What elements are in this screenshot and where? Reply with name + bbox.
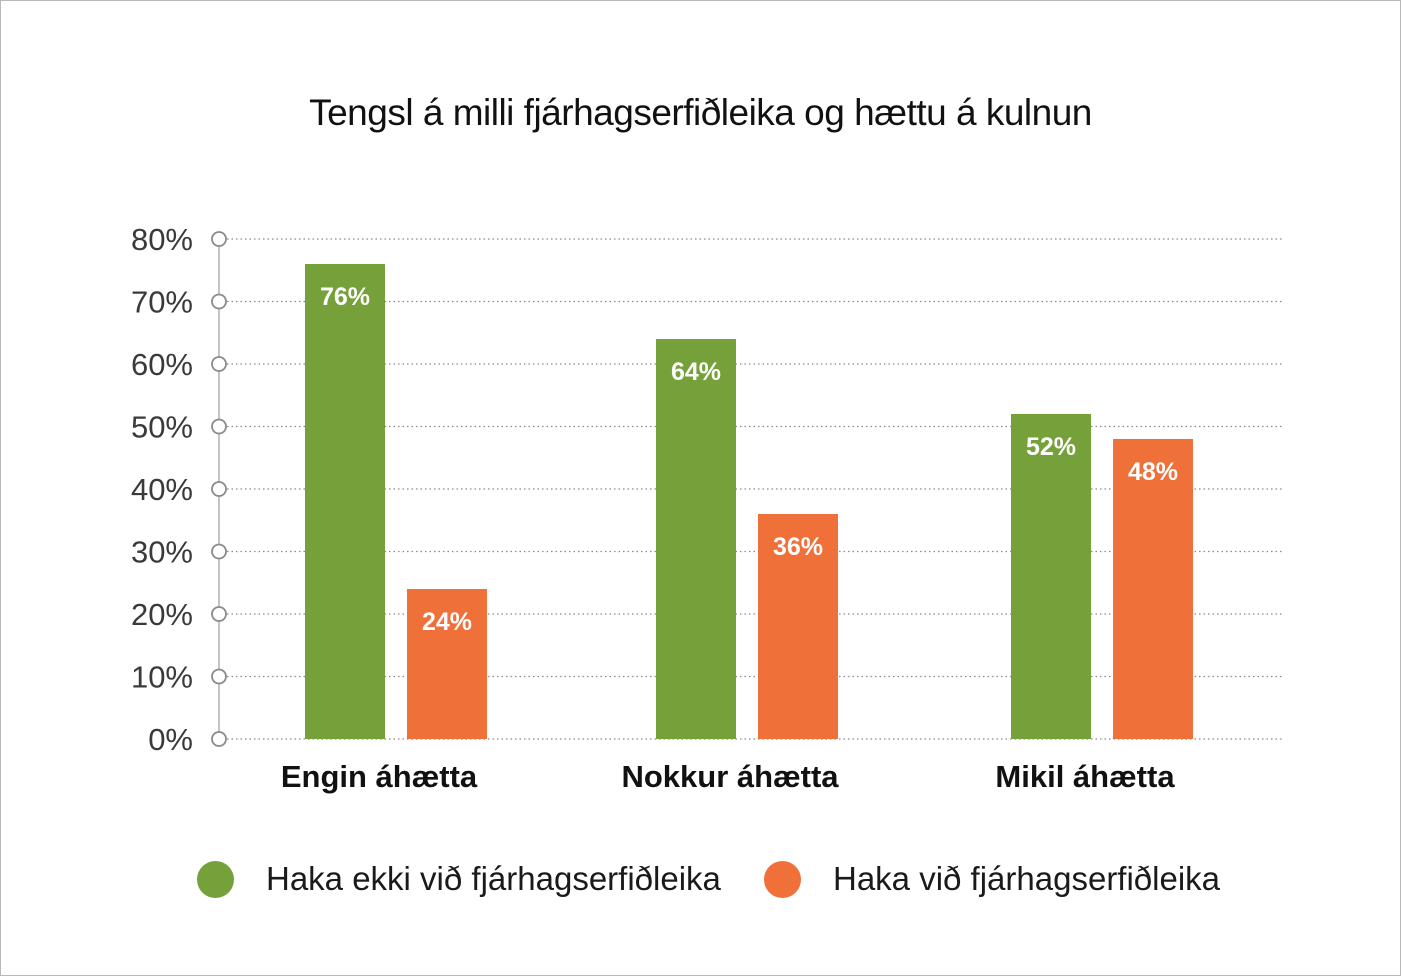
- y-tick-label: 50%: [131, 410, 193, 445]
- data-label: 52%: [1026, 433, 1076, 461]
- legend: Haka ekki við fjárhagserfiðleika Haka vi…: [0, 860, 1401, 910]
- legend-label: Haka við fjárhagserfiðleika: [833, 860, 1221, 897]
- labels: 0% 10% 20% 30% 40% 50% 60% 70% 80% 76% 24% Engin áh…: [131, 222, 1178, 794]
- y-tick-marker: [211, 418, 227, 435]
- grid-layer: [227, 238, 1282, 740]
- bar: [305, 264, 385, 739]
- data-label: 48%: [1128, 458, 1178, 486]
- y-tick-marker: [211, 731, 227, 747]
- y-tick-label: 0%: [148, 722, 193, 757]
- category-label: Engin áhætta: [281, 759, 478, 794]
- bars: [305, 264, 1193, 739]
- bar: [758, 514, 838, 739]
- legend-marker-icon: [197, 860, 234, 898]
- y-tick-marker: [211, 543, 227, 560]
- data-label: 36%: [773, 533, 823, 561]
- chart-title: Tengsl á milli fjárhagserfiðleika og hæt…: [309, 92, 1092, 133]
- y-axis: [211, 231, 227, 747]
- bar: [1011, 414, 1091, 739]
- y-tick-label: 30%: [131, 535, 193, 570]
- y-tick-marker: [211, 231, 227, 247]
- y-tick-marker: [211, 293, 227, 310]
- bar: [407, 589, 487, 739]
- y-tick-marker: [211, 668, 227, 685]
- y-tick-marker: [211, 481, 227, 497]
- category-label: Mikil áhætta: [995, 759, 1175, 794]
- bar: [656, 339, 736, 739]
- y-tick-label: 10%: [131, 660, 193, 695]
- legend-item-series-2: Haka við fjárhagserfiðleika: [764, 860, 1220, 898]
- data-label: 64%: [671, 358, 721, 386]
- legend-marker-icon: [764, 860, 801, 898]
- legend-item-series-1: Haka ekki við fjárhagserfiðleika: [197, 860, 721, 898]
- y-tick-marker: [211, 606, 227, 622]
- y-tick-label: 40%: [131, 472, 193, 507]
- y-tick-label: 60%: [131, 347, 193, 382]
- y-tick-marker: [211, 356, 227, 372]
- bar: [1113, 439, 1193, 739]
- y-tick-label: 20%: [131, 597, 193, 632]
- y-tick-label: 70%: [131, 285, 193, 320]
- y-tick-label: 80%: [131, 222, 193, 257]
- category-label: Nokkur áhætta: [621, 759, 839, 794]
- data-label: 76%: [320, 283, 370, 311]
- legend-label: Haka ekki við fjárhagserfiðleika: [266, 860, 721, 897]
- data-label: 24%: [422, 608, 472, 636]
